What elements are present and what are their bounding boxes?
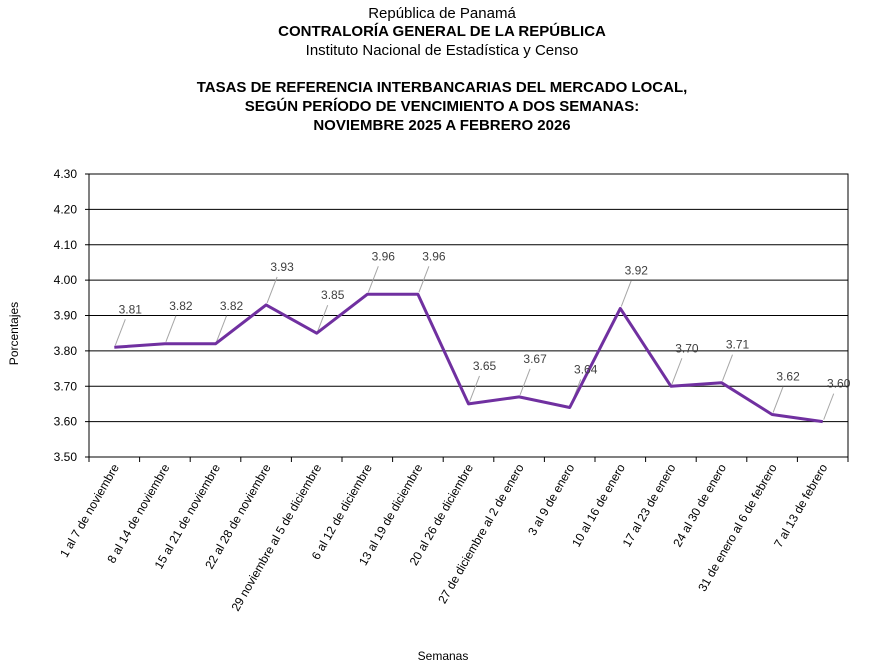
leader-line bbox=[519, 368, 531, 396]
data-label: 3.70 bbox=[675, 341, 699, 355]
x-tick-label: 3 al 9 de enero bbox=[525, 461, 577, 538]
institute-heading: Instituto Nacional de Estadística y Cens… bbox=[305, 42, 579, 59]
data-label: 3.96 bbox=[422, 249, 446, 263]
x-axis-title: Semanas bbox=[418, 649, 469, 663]
leader-line bbox=[216, 315, 227, 342]
y-tick-label: 4.30 bbox=[54, 167, 78, 181]
leader-line bbox=[823, 393, 835, 420]
chart-title-line-3: NOVIEMBRE 2025 A FEBRERO 2026 bbox=[313, 117, 571, 134]
data-label: 3.64 bbox=[574, 362, 598, 376]
y-tick-label: 3.50 bbox=[54, 450, 78, 464]
y-tick-label: 4.20 bbox=[54, 202, 78, 216]
leader-line bbox=[114, 319, 126, 346]
y-tick-label: 3.80 bbox=[54, 344, 78, 358]
data-labels: 3.81 3.82 3.82 3.93 3.85 3.96 3.96 3.65 3.67 3.64… bbox=[119, 249, 851, 390]
series-line bbox=[114, 292, 823, 424]
data-label: 3.93 bbox=[270, 260, 294, 274]
republic-heading: República de Panamá bbox=[368, 5, 516, 22]
leader-line bbox=[266, 276, 278, 304]
data-label: 3.81 bbox=[119, 302, 143, 316]
data-label: 3.92 bbox=[625, 263, 649, 277]
x-tick-label: 27 de diciembre al 2 de enero bbox=[435, 461, 527, 606]
x-tick-label: 17 al 23 de enero bbox=[620, 461, 679, 549]
data-label: 3.71 bbox=[726, 338, 750, 352]
chart-title-line-1: TASAS DE REFERENCIA INTERBANCARIAS DEL M… bbox=[196, 79, 688, 96]
x-tick-label: 24 al 30 de enero bbox=[670, 461, 729, 549]
leader-line bbox=[418, 266, 430, 293]
leader-line bbox=[367, 266, 379, 293]
leader-line bbox=[722, 354, 733, 381]
leader-line bbox=[671, 358, 683, 385]
leader-line bbox=[165, 315, 177, 342]
y-tick-label: 4.10 bbox=[54, 238, 78, 252]
leader-line bbox=[772, 386, 784, 413]
y-tick-label: 3.60 bbox=[54, 415, 78, 429]
leader-line bbox=[317, 305, 329, 332]
data-label: 3.67 bbox=[523, 352, 547, 366]
y-tick-label: 3.70 bbox=[54, 379, 78, 393]
data-label: 3.85 bbox=[321, 288, 345, 302]
gridlines bbox=[89, 173, 848, 458]
y-tick-label: 4.00 bbox=[54, 273, 78, 287]
data-label: 3.82 bbox=[169, 299, 193, 313]
x-tick-label: 7 al 13 de febrero bbox=[771, 461, 830, 550]
data-label: 3.60 bbox=[827, 377, 851, 391]
y-axis-ticks: 3.50 3.60 3.70 3.80 3.90 4.00 4.10 4.20 4.30 bbox=[54, 167, 89, 464]
y-tick-label: 3.90 bbox=[54, 309, 78, 323]
data-label-leaders bbox=[114, 266, 835, 420]
x-tick-label: 29 noviembre al 5 de diciembre bbox=[228, 461, 324, 613]
y-axis-title: Porcentajes bbox=[7, 302, 21, 365]
leader-line bbox=[469, 375, 480, 403]
data-label: 3.65 bbox=[473, 359, 497, 373]
x-tick-label: 10 al 16 de enero bbox=[569, 461, 628, 549]
data-label: 3.96 bbox=[372, 249, 396, 263]
office-heading: CONTRALORÍA GENERAL DE LA REPÚBLICA bbox=[278, 23, 606, 40]
chart-title-line-2: SEGÚN PERÍODO DE VENCIMIENTO A DOS SEMAN… bbox=[244, 98, 640, 115]
leader-line bbox=[620, 280, 632, 307]
data-label: 3.82 bbox=[220, 299, 244, 313]
data-label: 3.62 bbox=[776, 370, 800, 384]
